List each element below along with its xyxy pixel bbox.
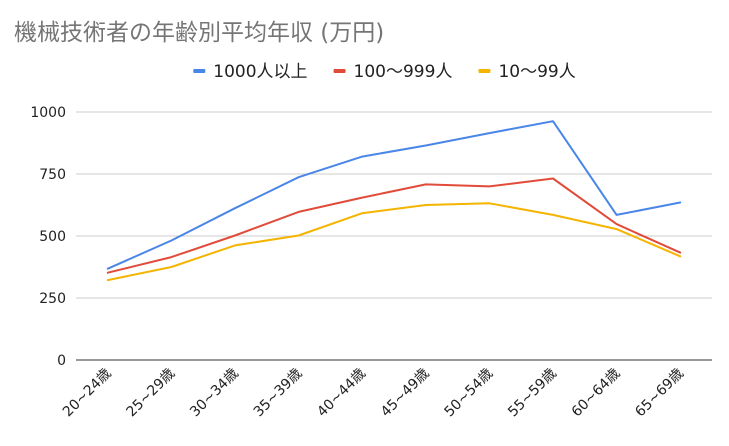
legend-swatch (333, 69, 346, 73)
series-lines (106, 120, 682, 282)
series-line (106, 120, 682, 270)
y-tick-label: 0 (57, 353, 66, 369)
legend-label: 1000人以上 (213, 62, 307, 82)
legend: 1000人以上 100〜999人 10〜99人 (193, 62, 576, 82)
x-tick-label: 35~39歳 (251, 366, 306, 421)
grid-lines (76, 111, 712, 361)
legend-swatch (193, 69, 206, 73)
y-tick-label: 500 (39, 229, 66, 245)
series-line (106, 202, 682, 282)
x-tick-label: 30~34歳 (187, 366, 242, 421)
x-tick-label: 45~49歳 (378, 366, 433, 421)
y-tick-label: 750 (39, 167, 66, 183)
legend-swatch (478, 69, 491, 73)
x-tick-label: 65~69歳 (632, 366, 687, 421)
x-tick-label: 40~44歳 (314, 366, 369, 421)
y-axis: 0 250 500 750 1000 (30, 105, 66, 369)
x-tick-label: 20~24歳 (60, 366, 115, 421)
y-tick-label: 250 (39, 291, 66, 307)
legend-label: 10〜99人 (498, 62, 575, 82)
series-line (106, 177, 682, 274)
chart-title: 機械技術者の年齢別平均年収 (万円) (14, 20, 384, 46)
x-axis: 20~24歳 25~29歳 30~34歳 35~39歳 40~44歳 45~49歳 50~5… (60, 366, 687, 421)
x-tick-label: 60~64歳 (569, 366, 624, 421)
x-tick-label: 55~59歳 (505, 366, 560, 421)
x-tick-label: 25~29歳 (124, 366, 179, 421)
legend-label: 100〜999人 (354, 62, 453, 82)
x-tick-label: 50~54歳 (442, 366, 497, 421)
y-tick-label: 1000 (30, 105, 66, 121)
